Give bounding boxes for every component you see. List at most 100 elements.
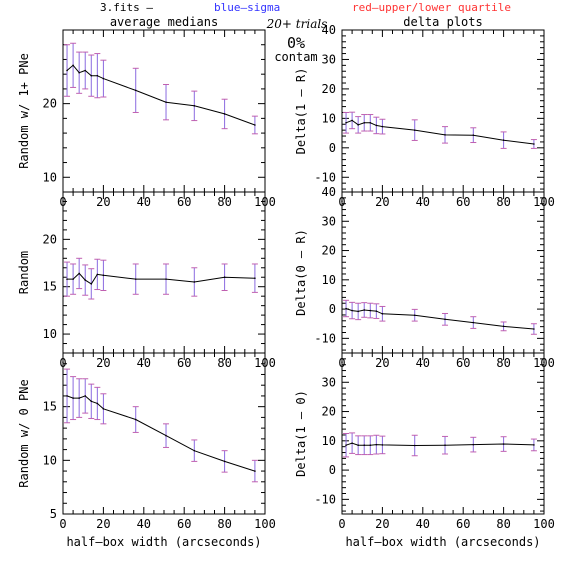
y-axis-label: Random w/ 1+ PNe — [17, 53, 31, 169]
trials-label: 20+ trials — [266, 17, 328, 31]
plot-frame — [62, 191, 266, 354]
y-tick-label: 10 — [43, 327, 57, 341]
y-tick-label: 30 — [322, 214, 336, 228]
data-point — [254, 124, 256, 126]
data-point — [254, 277, 256, 279]
y-tick-label: 20 — [322, 244, 336, 258]
x-tick-label: 40 — [416, 195, 430, 209]
data-point — [381, 444, 384, 446]
y-tick-label: 30 — [322, 52, 336, 66]
median-line — [345, 119, 534, 145]
data-point — [96, 74, 99, 77]
data-point — [363, 309, 366, 311]
y-tick-label: 5 — [50, 507, 57, 521]
data-point — [96, 402, 99, 405]
y-tick-label: -10 — [314, 331, 336, 345]
data-point — [413, 314, 416, 317]
x-tick-label: 40 — [137, 356, 151, 370]
data-point — [502, 443, 505, 445]
y-tick-label: 20 — [43, 97, 57, 111]
data-point — [363, 444, 366, 447]
y-tick-label: 15 — [43, 280, 57, 294]
plot-frame — [341, 29, 545, 193]
median-line — [345, 308, 534, 330]
data-point — [533, 444, 535, 446]
panel-bottom-left: 0 20 40 60 80 100 5 10 15 Random w/ 0 PNe half–box… — [17, 352, 276, 549]
x-tick-label: 40 — [416, 517, 430, 531]
data-point — [223, 276, 226, 279]
data-point — [472, 134, 475, 136]
data-point — [134, 418, 137, 421]
data-point — [345, 444, 347, 447]
x-tick-label: 20 — [375, 517, 389, 531]
y-axis-label: Delta(1 – 0) — [294, 390, 308, 477]
data-point — [533, 328, 535, 330]
x-tick-label: 60 — [177, 517, 191, 531]
file-label: 3.fits – — [100, 1, 153, 14]
data-point — [193, 105, 196, 107]
median-line — [345, 442, 534, 447]
data-point — [193, 281, 196, 283]
y-tick-label: 20 — [322, 82, 336, 96]
data-point — [102, 274, 105, 277]
data-point — [357, 124, 359, 126]
data-point — [375, 124, 378, 127]
data-point — [66, 395, 68, 397]
data-point — [193, 449, 196, 452]
plot-frame — [62, 352, 266, 515]
data-point — [351, 442, 353, 444]
data-point — [223, 113, 226, 115]
data-point — [357, 310, 359, 313]
data-point — [78, 272, 80, 275]
data-point — [345, 121, 347, 124]
data-point — [413, 129, 416, 131]
y-tick-label: -10 — [314, 170, 336, 184]
data-point — [381, 125, 384, 128]
median-line — [66, 395, 256, 472]
data-point — [351, 309, 353, 312]
data-point — [134, 89, 137, 92]
y-axis-label: Random w/ 0 PNe — [17, 379, 31, 487]
data-point — [84, 69, 87, 72]
x-tick-label: 20 — [375, 195, 389, 209]
data-point — [369, 121, 372, 124]
plot-frame — [341, 191, 545, 354]
data-point — [90, 400, 93, 403]
data-point — [165, 434, 167, 437]
data-point — [345, 307, 347, 310]
data-point — [369, 309, 372, 312]
data-point — [375, 443, 378, 446]
plot-frame — [341, 352, 545, 515]
y-tick-label: 20 — [43, 232, 57, 246]
x-tick-label: 100 — [533, 517, 555, 531]
data-point — [381, 312, 384, 315]
x-tick-label: 80 — [217, 356, 231, 370]
x-axis-label: half–box width (arcseconds) — [345, 535, 540, 549]
data-point — [102, 408, 105, 410]
data-point — [72, 64, 74, 67]
x-tick-label: 100 — [254, 517, 276, 531]
x-tick-label: 80 — [217, 517, 231, 531]
data-point — [66, 278, 68, 280]
x-tick-label: 80 — [496, 195, 510, 209]
y-tick-label: 10 — [322, 434, 336, 448]
x-tick-label: 20 — [96, 517, 110, 531]
red-quartile-label: red–upper/lower quartile — [352, 1, 511, 14]
plot-frame — [62, 29, 266, 193]
x-tick-label: 60 — [456, 356, 470, 370]
data-point — [369, 444, 372, 447]
y-axis-label: Random — [17, 251, 31, 294]
data-point — [84, 395, 87, 397]
data-point — [363, 121, 366, 124]
left-column-title: average medians — [110, 15, 218, 29]
right-column-title: delta plots — [403, 15, 482, 29]
y-tick-label: 0 — [329, 302, 336, 316]
data-point — [357, 444, 359, 447]
x-tick-label: 20 — [96, 356, 110, 370]
